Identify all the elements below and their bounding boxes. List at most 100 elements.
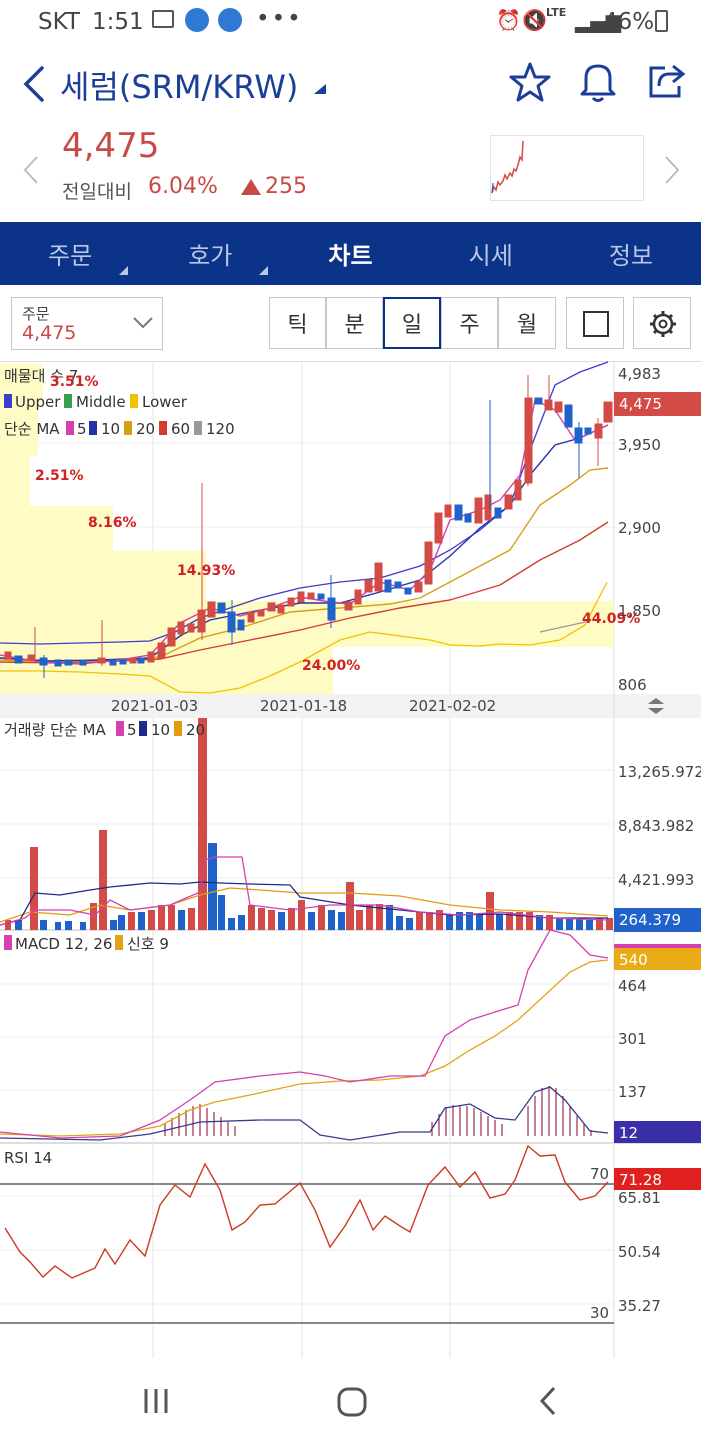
chevron-down-icon bbox=[133, 317, 153, 329]
macd-label: MACD 12, 26 bbox=[15, 935, 112, 953]
gallery-icon bbox=[152, 10, 174, 28]
y-tick: 50.54 bbox=[618, 1243, 661, 1261]
network-type: LTE bbox=[546, 6, 567, 19]
macd-line bbox=[0, 929, 609, 1139]
legend-upper-swatch bbox=[4, 394, 12, 408]
period-month-button[interactable]: 월 bbox=[498, 297, 556, 349]
y-tick: 464 bbox=[618, 977, 647, 995]
rsi-upper-label: 70 bbox=[590, 1165, 609, 1183]
change-amount: 255 bbox=[265, 174, 307, 199]
profile-pct: 14.93% bbox=[177, 563, 235, 579]
ma5-swatch bbox=[66, 421, 74, 435]
candlesticks bbox=[4, 375, 613, 678]
vol-ma20-swatch bbox=[174, 721, 182, 736]
prev-coin-icon[interactable] bbox=[22, 155, 40, 185]
macd-tag-marker bbox=[614, 944, 701, 948]
volume-ma10-line bbox=[0, 881, 608, 926]
rsi-label: RSI 14 bbox=[4, 1149, 52, 1167]
ma60-swatch bbox=[159, 421, 167, 435]
tab-chart[interactable]: 차트 bbox=[328, 242, 373, 270]
home-icon[interactable] bbox=[337, 1387, 367, 1417]
rsi-line bbox=[4, 1144, 609, 1279]
vol-ma10-label: 10 bbox=[151, 721, 170, 739]
next-coin-icon[interactable] bbox=[663, 155, 681, 185]
order-select-label: 주문 bbox=[22, 305, 50, 323]
y-tick: 137 bbox=[618, 1083, 647, 1101]
order-price-select[interactable]: 주문 4,475 bbox=[11, 297, 163, 350]
vol-ma20-label: 20 bbox=[186, 721, 205, 739]
fullscreen-button[interactable] bbox=[566, 297, 624, 349]
tab-market-price[interactable]: 시세 bbox=[468, 242, 513, 270]
more-notifications-icon: ••• bbox=[256, 6, 303, 32]
period-day-button[interactable]: 일 bbox=[383, 297, 441, 349]
macd-swatch bbox=[4, 935, 12, 950]
settings-button[interactable] bbox=[633, 297, 691, 349]
carrier: SKT bbox=[38, 9, 80, 35]
histogram-tag bbox=[614, 1121, 701, 1143]
y-tick: 806 bbox=[618, 676, 647, 694]
vol-ma5-label: 5 bbox=[127, 721, 137, 739]
tab-menu-indicator-icon bbox=[119, 266, 129, 275]
vol-ma5-swatch bbox=[116, 721, 124, 736]
y-tick: 1,850 bbox=[618, 602, 661, 620]
tab-order[interactable]: 주문 bbox=[0, 222, 140, 285]
compare-label: 전일대비 bbox=[62, 181, 132, 203]
page-title[interactable]: 세럼(SRM/KRW) bbox=[60, 68, 299, 106]
mute-icon: 🔇 bbox=[522, 8, 547, 32]
volume-profile bbox=[0, 364, 614, 694]
period-tick-button[interactable]: 틱 bbox=[269, 297, 326, 349]
change-percent: 6.04% bbox=[148, 174, 218, 199]
square-icon bbox=[583, 311, 609, 337]
macd-tag bbox=[614, 948, 701, 970]
rsi-lower-label: 30 bbox=[590, 1304, 609, 1322]
app-header: 세럼(SRM/KRW) bbox=[0, 44, 701, 124]
back-nav-icon[interactable] bbox=[538, 1385, 558, 1417]
ma10-swatch bbox=[89, 421, 97, 435]
chart-resize-handle-icon[interactable] bbox=[648, 698, 664, 714]
ma5-label: 5 bbox=[77, 420, 87, 438]
y-tick: 4,983 bbox=[618, 365, 661, 383]
gear-icon bbox=[650, 311, 676, 337]
price-tag-label: 4,475 bbox=[619, 395, 662, 413]
tab-info[interactable]: 정보 bbox=[608, 242, 653, 270]
period-minute-button[interactable]: 분 bbox=[326, 297, 383, 349]
signal-label: 신호 9 bbox=[127, 935, 169, 953]
chart-area[interactable]: 매물대 수 7 Upper Middle Lower 단순 MA 5 10 20… bbox=[0, 361, 701, 1361]
rsi-tag-label: 71.28 bbox=[619, 1171, 662, 1189]
y-tick: 8,843.982 bbox=[618, 817, 694, 835]
mini-price-chart[interactable] bbox=[490, 135, 644, 201]
signal-icon: ▂▄▆ bbox=[575, 9, 622, 33]
volume-tag bbox=[614, 908, 701, 932]
status-bar: SKT 1:51 ••• ⏰ 🔇 LTE ▂▄▆ 46% bbox=[0, 0, 701, 44]
bollinger-lower-line bbox=[0, 581, 608, 694]
battery-percent: 46% bbox=[603, 9, 655, 35]
favorite-star-icon[interactable] bbox=[508, 60, 552, 104]
x-date-label: 2021-01-18 bbox=[260, 697, 347, 715]
ma120-swatch bbox=[194, 421, 202, 435]
ma20-label: 20 bbox=[136, 420, 155, 438]
ma60-line bbox=[0, 521, 609, 664]
ma10-label: 10 bbox=[101, 420, 120, 438]
price-tag bbox=[614, 392, 701, 416]
app-notification-icon bbox=[185, 8, 209, 32]
ma120-label: 120 bbox=[206, 420, 235, 438]
recent-apps-icon[interactable] bbox=[142, 1387, 170, 1415]
share-icon[interactable] bbox=[645, 60, 687, 102]
back-icon[interactable] bbox=[20, 64, 46, 104]
y-tick: 13,265.972 bbox=[618, 763, 701, 781]
y-tick: 2,900 bbox=[618, 519, 661, 537]
title-dropdown-icon[interactable] bbox=[312, 82, 328, 96]
legend-upper-label: Upper bbox=[15, 393, 61, 411]
rsi-tag bbox=[614, 1168, 701, 1190]
volume-tag-label: 264.379 bbox=[619, 911, 681, 929]
volume-profile-label: 매물대 수 7 bbox=[4, 367, 78, 385]
legend-middle-label: Middle bbox=[76, 393, 126, 411]
period-week-button[interactable]: 주 bbox=[441, 297, 498, 349]
alert-bell-icon[interactable] bbox=[578, 58, 618, 104]
y-tick: 4,421.993 bbox=[618, 871, 694, 889]
y-tick: 301 bbox=[618, 1030, 647, 1048]
profile-pct: 8.16% bbox=[88, 515, 137, 531]
macd-oscillator-line bbox=[0, 1086, 609, 1141]
battery-icon bbox=[655, 10, 668, 32]
tab-orderbook[interactable]: 호가 bbox=[140, 222, 280, 285]
